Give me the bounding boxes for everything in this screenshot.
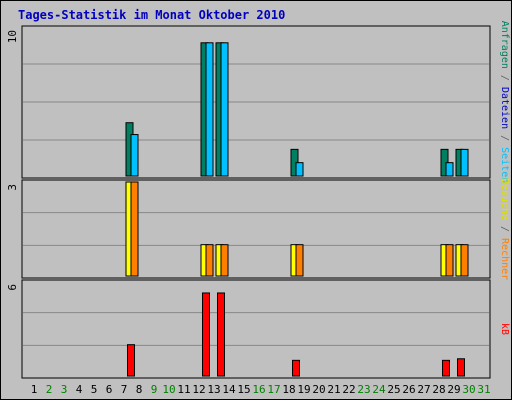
legend-entry: Besuche	[499, 178, 510, 220]
x-tick-label-3: 3	[61, 383, 68, 396]
panel-1-legend: Anfragen / Dateien / Seiten	[499, 21, 510, 184]
bar-dateien-day-14	[220, 42, 229, 177]
panel-2-legend: Besuche / Rechner	[499, 178, 510, 280]
x-tick-label-28: 28	[432, 383, 445, 396]
x-tick-label-23: 23	[357, 383, 370, 396]
legend-entry: /	[499, 129, 510, 147]
x-tick-label-2: 2	[46, 383, 53, 396]
x-tick-label-17: 17	[267, 383, 280, 396]
x-tick-label-4: 4	[76, 383, 83, 396]
x-tick-label-1: 1	[31, 383, 38, 396]
bar-rechner-day-14	[220, 244, 229, 277]
x-tick-label-31: 31	[477, 383, 490, 396]
x-tick-label-7: 7	[121, 383, 128, 396]
x-tick-label-10: 10	[162, 383, 175, 396]
x-tick-label-15: 15	[237, 383, 250, 396]
x-tick-label-11: 11	[177, 383, 190, 396]
legend-entry: Dateien	[499, 87, 510, 129]
x-tick-label-21: 21	[327, 383, 340, 396]
x-tick-label-26: 26	[402, 383, 415, 396]
x-tick-label-5: 5	[91, 383, 98, 396]
bar-dateien-day-30	[460, 148, 469, 177]
x-tick-label-25: 25	[387, 383, 400, 396]
panel-1-ymax-label: 10	[6, 30, 19, 43]
bar-kb-day-19	[292, 359, 300, 377]
legend-entry: Seiten	[499, 147, 510, 183]
bar-rechner-day-19	[295, 244, 304, 277]
bar-kb-day-30	[457, 358, 465, 377]
x-tick-label-19: 19	[297, 383, 310, 396]
x-tick-label-14: 14	[222, 383, 236, 396]
x-tick-label-27: 27	[417, 383, 430, 396]
x-tick-label-29: 29	[447, 383, 460, 396]
x-tick-label-24: 24	[372, 383, 386, 396]
x-tick-label-22: 22	[342, 383, 355, 396]
bar-dateien-day-8	[130, 134, 139, 177]
bar-dateien-day-29	[445, 162, 454, 177]
bar-dateien-day-19	[295, 162, 304, 177]
panel-3-frame	[21, 279, 491, 379]
bar-kb-day-14	[217, 292, 225, 377]
bar-kb-day-13	[202, 292, 210, 377]
x-tick-label-18: 18	[282, 383, 295, 396]
legend-entry: kB	[499, 323, 510, 335]
x-tick-label-8: 8	[136, 383, 143, 396]
bar-rechner-day-8	[130, 181, 139, 277]
x-tick-label-12: 12	[192, 383, 205, 396]
x-tick-label-30: 30	[462, 383, 475, 396]
panel-3-ymax-label: 6	[6, 284, 19, 291]
panel-3-legend: kB	[499, 323, 510, 335]
legend-entry: Rechner	[499, 238, 510, 280]
bar-rechner-day-30	[460, 244, 469, 277]
x-tick-label-20: 20	[312, 383, 325, 396]
x-tick-label-13: 13	[207, 383, 220, 396]
x-tick-label-9: 9	[151, 383, 158, 396]
legend-entry: Anfragen	[499, 21, 510, 69]
panel-2-frame	[21, 179, 491, 279]
bar-rechner-day-13	[205, 244, 214, 277]
bar-kb-day-8	[127, 344, 135, 377]
bar-kb-day-29	[442, 359, 450, 377]
legend-entry: /	[499, 220, 510, 238]
panel-2-ymax-label: 3	[6, 184, 19, 191]
bar-dateien-day-13	[205, 42, 214, 177]
bar-rechner-day-29	[445, 244, 454, 277]
x-tick-label-6: 6	[106, 383, 113, 396]
x-tick-label-16: 16	[252, 383, 265, 396]
legend-entry: /	[499, 69, 510, 87]
panel-1-frame	[21, 25, 491, 179]
chart-title: Tages-Statistik im Monat Oktober 2010	[18, 8, 286, 22]
